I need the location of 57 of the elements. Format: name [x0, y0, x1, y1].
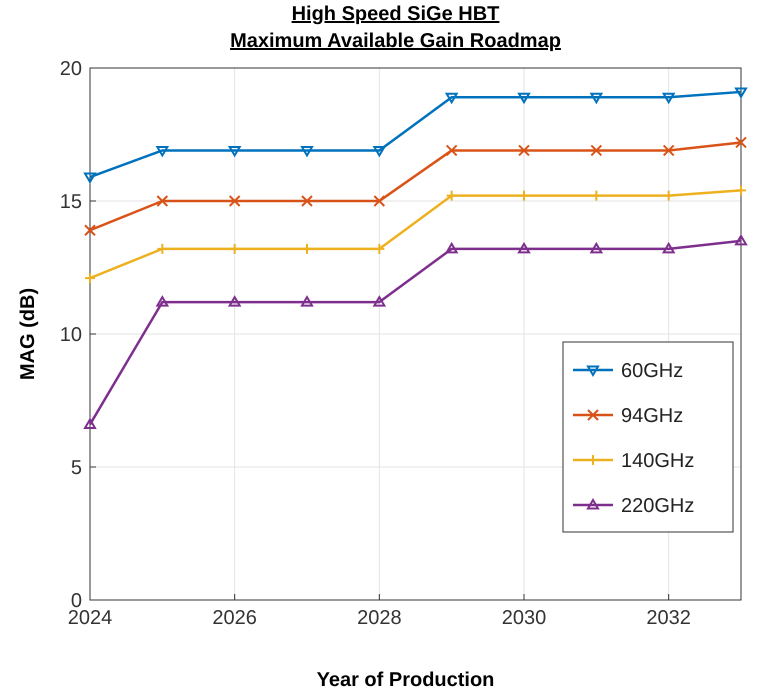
- y-tick-label: 20: [60, 58, 82, 80]
- y-tick-label: 5: [70, 457, 82, 479]
- x-tick-label: 2032: [646, 607, 691, 629]
- point: [301, 242, 313, 255]
- point: [518, 92, 530, 104]
- point: [662, 144, 675, 156]
- point: [373, 296, 386, 307]
- x-tick-label: 2024: [68, 607, 112, 629]
- point: [373, 242, 386, 255]
- point: [84, 224, 96, 236]
- point: [662, 92, 675, 104]
- x-axis-title: Year of Production: [316, 669, 494, 691]
- y-tick-label: 15: [60, 191, 82, 213]
- point: [735, 184, 747, 196]
- legend-label: 60GHz: [621, 360, 684, 382]
- point: [446, 144, 458, 156]
- legend-label: 140GHz: [621, 450, 694, 472]
- chart-title: High Speed SiGe HBT: [292, 3, 500, 25]
- point: [156, 195, 168, 207]
- x-tick-label: 2030: [502, 607, 546, 629]
- point: [301, 195, 313, 207]
- point: [590, 92, 602, 104]
- point: [228, 296, 241, 307]
- point: [446, 190, 458, 202]
- point: [518, 242, 530, 254]
- point: [84, 172, 96, 184]
- point: [518, 190, 530, 202]
- point: [735, 87, 747, 98]
- point: [518, 144, 530, 156]
- y-axis-title: MAG (dB): [17, 288, 39, 380]
- point: [84, 272, 96, 284]
- point: [156, 296, 168, 307]
- point: [156, 242, 168, 255]
- point: [735, 136, 747, 148]
- x-tick-label: 2026: [212, 607, 257, 629]
- legend-label: 220GHz: [621, 495, 694, 517]
- point: [590, 242, 602, 254]
- point: [373, 146, 386, 156]
- point: [446, 242, 458, 254]
- point: [590, 190, 602, 202]
- x-tick-label: 2028: [357, 607, 402, 629]
- point: [590, 144, 602, 156]
- chart-subtitle: Maximum Available Gain Roadmap: [230, 30, 561, 52]
- y-tick-label: 10: [60, 324, 82, 346]
- point: [301, 296, 313, 307]
- point: [735, 234, 747, 246]
- point: [228, 242, 241, 255]
- point: [301, 146, 313, 156]
- point: [446, 92, 458, 104]
- point: [228, 195, 241, 207]
- point: [228, 146, 241, 156]
- point: [156, 146, 168, 156]
- legend-label: 94GHz: [621, 405, 684, 427]
- point: [84, 418, 96, 429]
- point: [373, 195, 386, 207]
- point: [662, 242, 675, 254]
- point: [662, 190, 675, 202]
